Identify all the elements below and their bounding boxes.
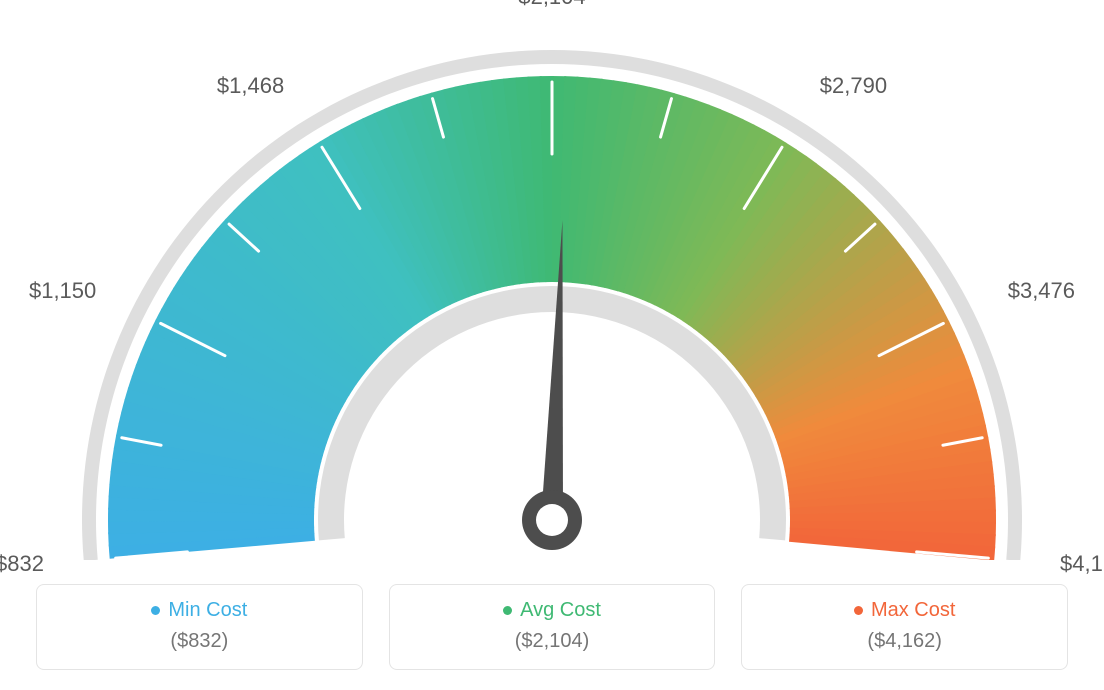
legend-value-min: ($832) <box>47 630 352 653</box>
gauge-svg <box>0 0 1104 560</box>
gauge-scale-label: $2,104 <box>518 0 585 10</box>
gauge-scale-label: $2,790 <box>820 73 887 99</box>
chart-container: $832 $1,150 $1,468 $2,104 $2,790 $3,476 $4,162… <box>0 0 1104 690</box>
gauge-chart: $832$1,150$1,468$2,104$2,790$3,476$4,162 <box>0 0 1104 560</box>
legend-value-avg: ($2,104) <box>400 630 705 653</box>
gauge-scale-label: $832 <box>0 551 44 577</box>
legend-value-max: ($4,162) <box>752 630 1057 653</box>
legend-row: Min Cost ($832) Avg Cost ($2,104) Max Co… <box>36 584 1068 670</box>
gauge-scale-label: $1,468 <box>217 73 284 99</box>
gauge-scale-label: $1,150 <box>29 278 96 304</box>
legend-box-max: Max Cost ($4,162) <box>741 584 1068 670</box>
legend-box-avg: Avg Cost ($2,104) <box>389 584 716 670</box>
legend-title-max: Max Cost <box>854 599 955 622</box>
legend-label-max: Max Cost <box>871 599 955 622</box>
gauge-scale-label: $4,162 <box>1060 551 1104 577</box>
legend-label-min: Min Cost <box>168 599 247 622</box>
legend-title-min: Min Cost <box>151 599 247 622</box>
dot-icon <box>854 606 863 615</box>
gauge-scale-label: $3,476 <box>1008 278 1075 304</box>
dot-icon <box>503 606 512 615</box>
legend-box-min: Min Cost ($832) <box>36 584 363 670</box>
legend-title-avg: Avg Cost <box>503 599 601 622</box>
legend-label-avg: Avg Cost <box>520 599 601 622</box>
dot-icon <box>151 606 160 615</box>
